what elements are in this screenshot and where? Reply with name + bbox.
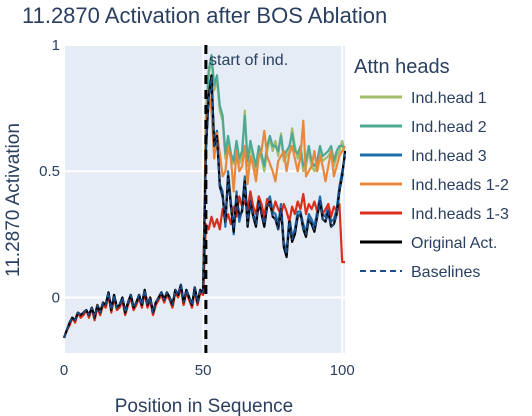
legend-label-baselines: Baselines (411, 264, 480, 281)
x-tick-label: 100 (330, 362, 355, 379)
legend-label-original-act: Original Act. (411, 235, 497, 252)
series-line-baselines (63, 77, 346, 339)
y-tick-label: 1 (52, 37, 60, 54)
y-axis-title: 11.2870 Activation (3, 123, 24, 277)
x-tick-label: 0 (60, 362, 68, 379)
legend-label-ind-heads-1-3: Ind.heads 1-3 (411, 206, 509, 223)
legend-label-ind-heads-1-2: Ind.heads 1-2 (411, 177, 509, 194)
legend-title: Attn heads (354, 56, 450, 78)
annotation-start-of-ind: start of ind. (209, 52, 288, 69)
y-tick-label: 0 (52, 289, 60, 306)
x-axis-ticks: 0 50 100 (60, 362, 355, 379)
y-tick-label: 0.5 (39, 163, 60, 180)
x-axis-title: Position in Sequence (115, 396, 294, 416)
x-tick-label: 50 (195, 362, 212, 379)
legend-label-ind-head-3: Ind.head 3 (411, 148, 487, 165)
chart-title: 11.2870 Activation after BOS Ablation (22, 3, 387, 28)
y-axis-ticks: 00.51 (39, 37, 60, 306)
legend: Ind.head 1 Ind.head 2 Ind.head 3 Ind.heads … (360, 90, 509, 281)
legend-label-ind-head-2: Ind.head 2 (411, 119, 487, 136)
legend-label-ind-head-1: Ind.head 1 (411, 90, 487, 107)
